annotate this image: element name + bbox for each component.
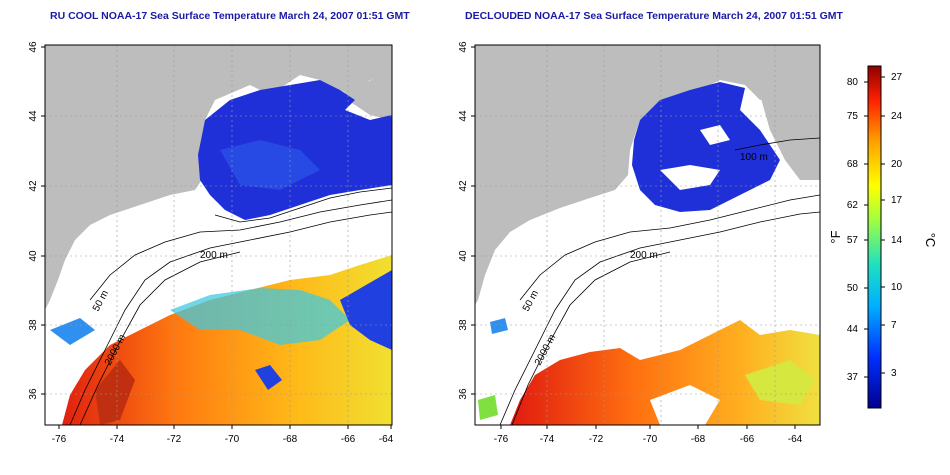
right-y-axis: 46 44 42 40 38 36 [458,41,475,400]
y-tick-label: 38 [28,319,39,331]
x-tick-label: -70 [643,434,658,445]
y-tick-label: 36 [28,388,39,400]
x-tick-label: -68 [283,434,298,445]
x-tick-label: -76 [52,434,67,445]
land-mass [45,45,392,310]
celsius-tick: 7 [891,320,897,331]
celsius-tick: 14 [891,235,903,246]
cold-water-region [632,82,780,212]
temperature-colorbar [867,65,882,409]
x-tick-label: -74 [540,434,555,445]
fahrenheit-tick: 50 [847,283,859,294]
right-map-frame [474,44,821,426]
y-tick-label: 46 [458,41,469,53]
y-tick-label: 44 [28,110,39,122]
fahrenheit-tick: 80 [847,77,859,88]
x-tick-label: -76 [494,434,509,445]
y-tick-label: 44 [458,110,469,122]
left-x-axis: -76 -74 -72 -70 -68 -66 -64 [52,425,394,445]
celsius-tick: 3 [891,368,897,379]
left-sst-map [45,45,392,425]
celsius-scale: 27 24 20 17 14 10 7 3 [881,72,903,379]
y-tick-label: 42 [458,180,469,192]
celsius-unit-label: °C [923,233,938,248]
x-tick-label: -64 [788,434,803,445]
y-tick-label: 36 [458,388,469,400]
right-sst-map [475,45,820,425]
y-tick-label: 38 [458,319,469,331]
celsius-tick: 20 [891,159,903,170]
celsius-tick: 17 [891,195,903,206]
fahrenheit-tick: 57 [847,235,859,246]
y-tick-label: 40 [28,250,39,262]
fahrenheit-tick: 44 [847,324,859,335]
left-map-frame [44,44,393,426]
warm-water-region [510,320,820,425]
x-tick-label: -64 [379,434,394,445]
right-contour-label-100m: 100 m [740,152,768,163]
fahrenheit-tick: 75 [847,111,859,122]
fahrenheit-scale: 80 75 68 62 57 50 44 37 [847,77,868,383]
x-tick-label: -72 [167,434,182,445]
fahrenheit-unit-label: °F [828,230,843,243]
x-tick-label: -74 [110,434,125,445]
x-tick-label: -68 [691,434,706,445]
y-tick-label: 42 [28,180,39,192]
fahrenheit-tick: 68 [847,159,859,170]
y-tick-label: 46 [28,41,39,53]
x-tick-label: -72 [589,434,604,445]
fahrenheit-tick: 62 [847,200,859,211]
left-contour-label-200m: 200 m [200,250,228,261]
y-tick-label: 40 [458,250,469,262]
left-panel-title: RU COOL NOAA-17 Sea Surface Temperature … [50,10,410,22]
celsius-tick: 24 [891,111,903,122]
x-tick-label: -66 [341,434,356,445]
x-tick-label: -66 [740,434,755,445]
fahrenheit-tick: 37 [847,372,859,383]
left-y-axis: 46 44 42 40 38 36 [28,41,45,400]
right-contour-label-200m: 200 m [630,250,658,261]
right-panel-title: DECLOUDED NOAA-17 Sea Surface Temperatur… [465,10,843,22]
celsius-tick: 10 [891,282,903,293]
celsius-tick: 27 [891,72,903,83]
x-tick-label: -70 [225,434,240,445]
right-x-axis: -76 -74 -72 -70 -68 -66 -64 [494,425,803,445]
